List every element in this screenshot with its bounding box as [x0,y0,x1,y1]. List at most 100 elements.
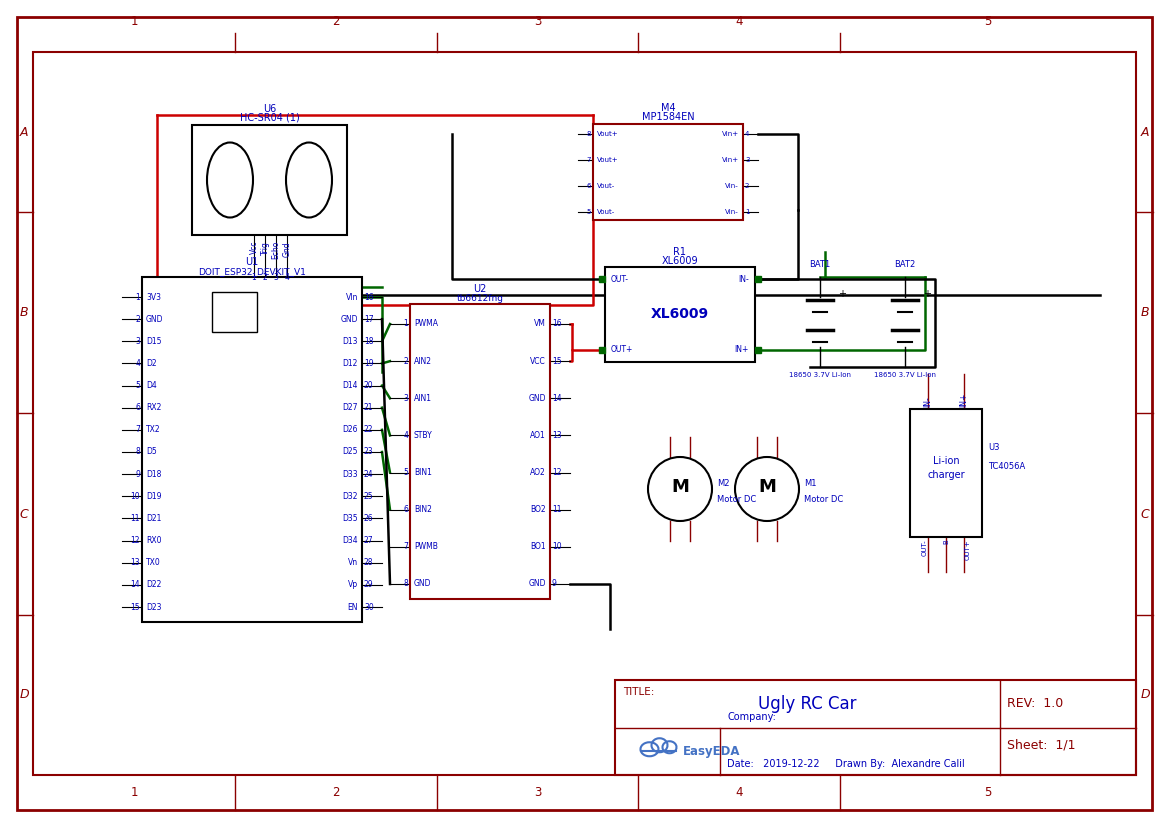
Text: PWMB: PWMB [414,543,438,552]
Text: 26: 26 [364,514,374,523]
Text: M2: M2 [717,480,729,489]
Text: GND: GND [528,580,546,589]
Text: 12: 12 [552,468,561,477]
Text: 25: 25 [364,492,374,501]
Text: 4: 4 [403,431,408,440]
Text: 7: 7 [403,543,408,552]
Text: RX0: RX0 [146,536,161,545]
Text: 9: 9 [552,580,556,589]
Text: VIn+: VIn+ [722,157,739,163]
Text: BO1: BO1 [531,543,546,552]
Text: 18: 18 [364,337,374,346]
Text: 3V3: 3V3 [146,293,161,302]
Text: 5: 5 [984,786,991,800]
Text: DOIT_ESP32_DEVKIT_V1: DOIT_ESP32_DEVKIT_V1 [198,267,306,276]
Text: Vout-: Vout- [597,209,615,215]
Text: Vout-: Vout- [597,183,615,189]
Text: 13: 13 [552,431,561,440]
Text: 3: 3 [534,16,541,28]
Text: OUT-: OUT- [921,539,927,556]
Text: D25: D25 [343,447,358,457]
Text: +: + [838,289,846,299]
Text: D2: D2 [146,359,157,368]
Text: 2: 2 [136,314,140,323]
Text: Sheet:  1/1: Sheet: 1/1 [1007,739,1075,752]
Text: AIN1: AIN1 [414,394,433,403]
Text: 13: 13 [131,558,140,567]
Text: 10: 10 [552,543,561,552]
Text: EasyEDA: EasyEDA [683,745,740,758]
Text: M: M [758,478,776,496]
Text: 4: 4 [745,131,749,137]
Text: D33: D33 [343,470,358,479]
Text: D32: D32 [343,492,358,501]
Text: 20: 20 [364,381,374,390]
Text: C: C [20,508,28,520]
Text: Ugly RC Car: Ugly RC Car [759,695,857,713]
Text: 9: 9 [136,470,140,479]
Text: D15: D15 [146,337,161,346]
Text: GND: GND [146,314,164,323]
Text: Trig: Trig [261,241,270,255]
Text: D4: D4 [146,381,157,390]
Text: 7: 7 [136,425,140,434]
Text: 5: 5 [984,16,991,28]
Text: 28: 28 [364,558,374,567]
Text: D12: D12 [343,359,358,368]
Bar [33,52,1136,775]
Text: M4: M4 [660,103,676,113]
Text: 30: 30 [364,603,374,611]
Text: 19: 19 [364,359,374,368]
Text: 5: 5 [136,381,140,390]
Text: Vout+: Vout+ [597,131,618,137]
Text: 14: 14 [552,394,561,403]
Text: IN-: IN- [739,275,749,284]
Text: 8: 8 [403,580,408,589]
Text: D: D [1140,689,1150,701]
Text: Echo: Echo [271,241,281,260]
Text: HC-SR04 (1): HC-SR04 (1) [240,113,299,123]
Text: D23: D23 [146,603,161,611]
Text: MP1584EN: MP1584EN [642,112,694,122]
Bar [593,124,743,220]
Text: 2: 2 [332,786,340,800]
Text: 27: 27 [364,536,374,545]
Text: D19: D19 [146,492,161,501]
Text: Motor DC: Motor DC [717,495,756,504]
Text: tb6612fng: tb6612fng [457,294,504,303]
Text: U2: U2 [473,284,486,294]
Text: AO1: AO1 [531,431,546,440]
Text: 18650 3.7V Li-Ion: 18650 3.7V Li-Ion [874,372,936,378]
Text: 1: 1 [403,319,408,328]
Text: VM: VM [534,319,546,328]
Text: 11: 11 [552,505,561,514]
Text: BAT1: BAT1 [809,260,831,269]
Text: 17: 17 [364,314,374,323]
Text: OUT+: OUT+ [611,346,634,355]
Ellipse shape [207,142,253,218]
Text: XL6009: XL6009 [651,308,710,322]
Text: A: A [20,126,28,138]
Circle shape [735,457,798,521]
Text: TITLE:: TITLE: [623,687,655,697]
Text: M1: M1 [804,480,816,489]
Text: 24: 24 [364,470,374,479]
Text: 5: 5 [587,209,592,215]
Text: 8: 8 [587,131,592,137]
Text: STBY: STBY [414,431,433,440]
Text: 3: 3 [274,273,278,281]
Text: XL6009: XL6009 [662,256,698,266]
Text: Gnd: Gnd [283,241,291,256]
Text: 3: 3 [403,394,408,403]
Text: OUT+: OUT+ [964,539,970,560]
Text: TC4056A: TC4056A [988,462,1025,471]
Bar [192,125,347,235]
Text: 12: 12 [131,536,140,545]
Text: 22: 22 [364,425,374,434]
Text: Company:: Company: [727,713,776,723]
Text: 16: 16 [552,319,561,328]
Text: VIn-: VIn- [725,209,739,215]
Text: A: A [1141,126,1149,138]
Text: EN: EN [347,603,358,611]
Text: D18: D18 [146,470,161,479]
